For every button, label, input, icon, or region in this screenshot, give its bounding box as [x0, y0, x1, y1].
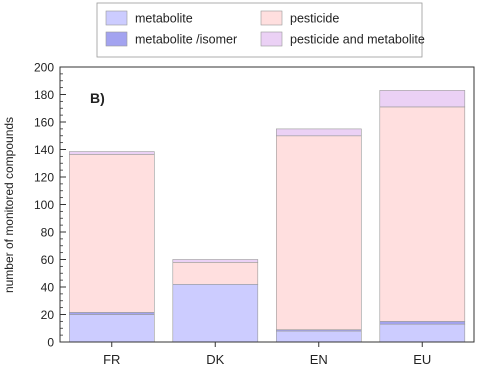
legend-swatch — [105, 31, 128, 47]
legend-label: metabolite /isomer — [135, 33, 237, 47]
x-tick-label: DK — [206, 352, 224, 367]
panel-label: B) — [90, 90, 105, 106]
bar-segment — [275, 330, 362, 343]
y-tick-label: 140 — [34, 143, 54, 157]
y-tick-label: 0 — [47, 336, 54, 350]
y-tick-label: 100 — [34, 198, 54, 212]
bar-segment — [379, 106, 466, 322]
y-tick-label: 160 — [34, 116, 54, 130]
legend-label: pesticide — [290, 12, 339, 26]
plot-area: FR DK EN EU 0 20 40 60 80 100 120 140 160 180 200 B) — [34, 61, 475, 367]
bar-segment — [275, 128, 362, 137]
y-tick-label: 60 — [41, 253, 55, 267]
bar-segment — [379, 323, 466, 343]
x-tick-label: EN — [310, 352, 328, 367]
y-tick-label: 80 — [41, 226, 55, 240]
bar-segment — [69, 314, 155, 343]
bar-segment — [275, 135, 362, 330]
bar-segment — [69, 154, 155, 313]
legend-swatch — [260, 10, 283, 26]
bar-segment — [172, 259, 259, 263]
bar-segment — [379, 90, 466, 108]
legend-box — [96, 2, 423, 58]
bar-segment — [172, 283, 259, 343]
x-tick-label: EU — [413, 352, 431, 367]
bar-segment — [69, 151, 155, 155]
y-tick-label: 180 — [34, 88, 54, 102]
y-tick-label: 20 — [41, 308, 55, 322]
y-tick-label: 200 — [34, 61, 54, 75]
legend-swatch — [260, 31, 283, 47]
y-axis-label: number of monitored compounds — [2, 117, 16, 293]
legend-label: pesticide and metabolite — [290, 33, 425, 47]
x-tick-label: FR — [103, 352, 120, 367]
legend-label: metabolite — [135, 12, 193, 26]
y-tick-label: 40 — [41, 281, 55, 295]
bar-segment — [379, 321, 466, 325]
legend: metabolite metabolite /isomer pesticide pes… — [96, 2, 425, 58]
bar-segment — [69, 312, 155, 315]
legend-swatch — [105, 10, 128, 26]
y-tick-label: 120 — [34, 171, 54, 185]
bar-segment — [172, 261, 259, 285]
